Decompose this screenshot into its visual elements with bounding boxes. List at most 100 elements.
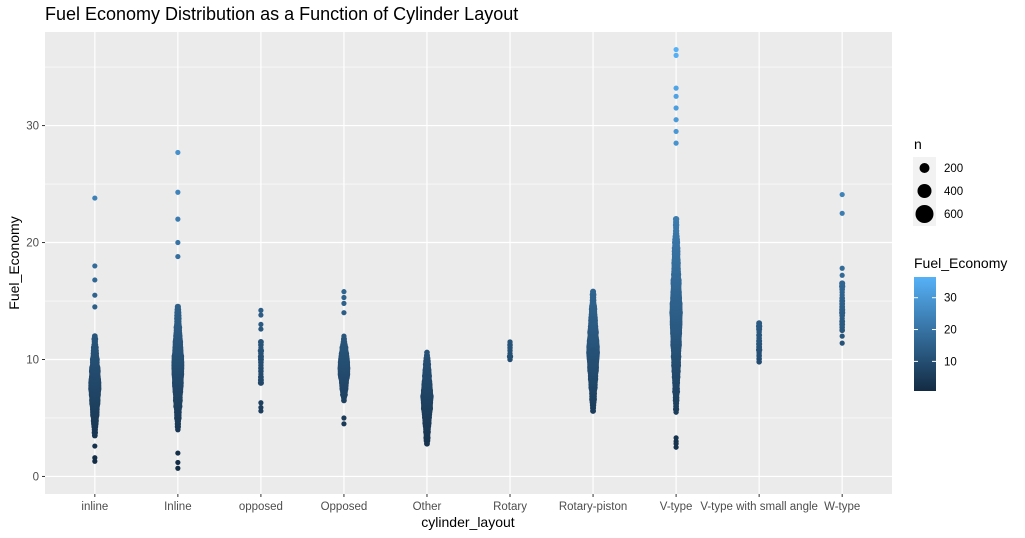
data-point — [839, 340, 845, 346]
data-point — [839, 280, 845, 287]
data-point — [673, 128, 679, 135]
data-point — [92, 195, 98, 201]
data-point — [590, 315, 596, 322]
plot-panel — [45, 32, 892, 494]
y-axis-title: Fuel_Economy — [6, 216, 22, 309]
data-point — [258, 307, 264, 313]
data-point — [424, 441, 430, 447]
data-point — [92, 263, 98, 269]
size-key — [915, 205, 934, 223]
data-point — [756, 328, 762, 335]
data-point — [839, 210, 845, 216]
data-point — [673, 117, 679, 123]
x-tick-label: Opposed — [321, 501, 368, 513]
data-point — [673, 46, 679, 53]
y-tick-label: 0 — [33, 471, 39, 483]
data-point — [839, 327, 845, 333]
x-tick-label: V-type with small angle — [700, 501, 818, 513]
data-point — [92, 292, 98, 298]
x-tick-label: opposed — [239, 501, 283, 513]
chart-title: Fuel Economy Distribution as a Function … — [45, 4, 518, 24]
data-point — [673, 140, 679, 146]
data-point — [590, 347, 596, 353]
point-group — [420, 349, 434, 447]
data-point — [756, 320, 762, 326]
color-tick-label: 20 — [944, 325, 957, 337]
point-group — [257, 307, 265, 414]
data-point — [673, 444, 679, 450]
point-group — [839, 191, 846, 346]
data-point — [590, 408, 596, 414]
color-tick-label: 10 — [944, 356, 957, 368]
x-tick-label: Rotary — [493, 501, 527, 513]
data-point — [91, 333, 98, 339]
data-point — [341, 333, 347, 339]
data-point — [175, 189, 181, 195]
data-point — [341, 310, 347, 316]
data-point — [258, 312, 264, 318]
data-point — [756, 335, 762, 342]
point-group — [586, 288, 600, 414]
data-point — [258, 400, 264, 406]
y-tick-label: 10 — [26, 354, 39, 366]
data-point — [507, 342, 513, 349]
x-tick-label: Inline — [164, 501, 192, 513]
data-point — [673, 85, 679, 91]
data-point — [92, 443, 98, 449]
size-key — [919, 163, 930, 173]
data-point — [590, 300, 596, 306]
x-tick-label: V-type — [660, 501, 693, 513]
data-point — [175, 239, 181, 246]
data-point — [756, 359, 762, 365]
data-point — [839, 272, 845, 278]
data-point — [672, 215, 680, 223]
data-point — [590, 306, 596, 312]
x-tick-label: Other — [413, 501, 442, 513]
y-tick-label: 30 — [26, 121, 39, 133]
x-tick-label: inline — [81, 501, 108, 513]
point-group — [88, 195, 102, 464]
data-point — [175, 149, 181, 156]
grid-lines — [45, 32, 892, 494]
data-point — [341, 300, 347, 306]
point-group — [506, 339, 514, 363]
data-point — [839, 265, 845, 271]
data-point — [341, 421, 347, 427]
data-point — [507, 356, 513, 363]
y-axis: 0 10 20 30 — [26, 121, 45, 483]
data-point — [175, 216, 181, 222]
color-legend-title: Fuel_Economy — [914, 255, 1007, 271]
data-point — [175, 465, 181, 471]
x-tick-label: Rotary-piston — [559, 501, 627, 513]
data-point — [92, 458, 98, 464]
point-group — [171, 149, 185, 471]
y-tick-label: 20 — [26, 238, 39, 250]
size-key-label: 400 — [944, 186, 963, 198]
data-point — [673, 93, 679, 99]
data-point — [175, 459, 181, 466]
data-point — [590, 377, 596, 384]
point-group — [755, 320, 763, 365]
point-group — [669, 46, 683, 450]
data-point — [92, 277, 98, 283]
data-point — [174, 303, 181, 310]
size-legend: n 200 400 600 — [913, 136, 963, 226]
data-point — [839, 333, 845, 339]
point-group — [337, 289, 351, 427]
data-point — [341, 415, 347, 421]
data-point — [590, 294, 596, 301]
data-point — [175, 450, 181, 456]
data-point — [590, 386, 596, 392]
color-legend: Fuel_Economy 10 20 30 — [914, 255, 1007, 391]
data-point — [507, 347, 513, 353]
data-point — [756, 352, 762, 358]
data-point — [258, 321, 264, 328]
data-point — [590, 394, 596, 400]
color-bar — [914, 277, 936, 391]
data-point — [673, 105, 679, 111]
color-tick-label: 30 — [944, 293, 957, 305]
data-point — [839, 191, 845, 198]
data-point — [175, 253, 181, 260]
size-legend-title: n — [914, 136, 922, 152]
